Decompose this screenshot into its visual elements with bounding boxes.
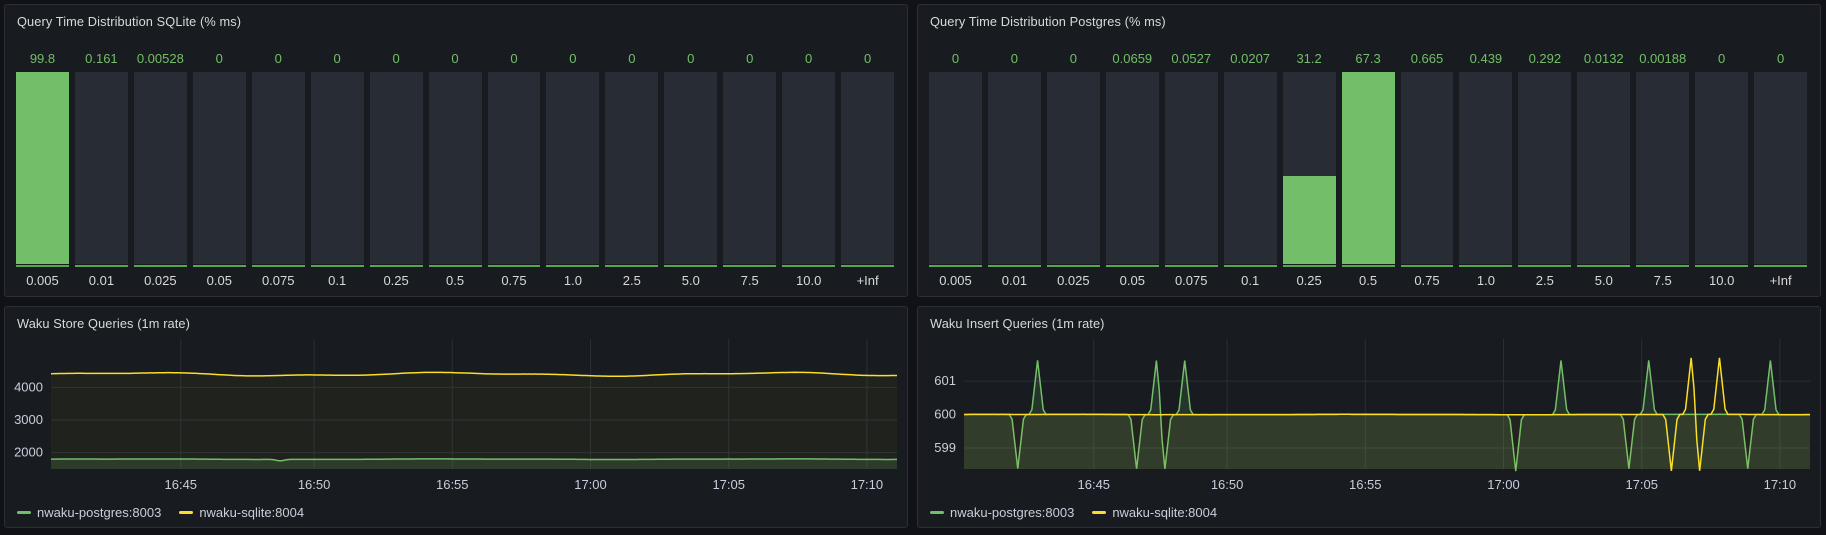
svg-text:3000: 3000: [14, 412, 43, 427]
svg-text:17:10: 17:10: [1764, 477, 1797, 492]
svg-text:17:05: 17:05: [1625, 477, 1658, 492]
svg-text:16:45: 16:45: [165, 477, 198, 492]
svg-text:17:10: 17:10: [851, 477, 884, 492]
svg-text:16:50: 16:50: [298, 477, 331, 492]
svg-text:16:55: 16:55: [1349, 477, 1382, 492]
svg-text:600: 600: [934, 407, 956, 422]
svg-text:16:45: 16:45: [1078, 477, 1111, 492]
svg-text:16:55: 16:55: [436, 477, 469, 492]
svg-text:4000: 4000: [14, 379, 43, 394]
svg-text:17:00: 17:00: [1487, 477, 1520, 492]
svg-text:2000: 2000: [14, 445, 43, 460]
svg-text:17:00: 17:00: [574, 477, 607, 492]
svg-text:16:50: 16:50: [1211, 477, 1244, 492]
svg-text:17:05: 17:05: [712, 477, 745, 492]
svg-text:599: 599: [934, 440, 956, 455]
svg-text:601: 601: [934, 373, 956, 388]
